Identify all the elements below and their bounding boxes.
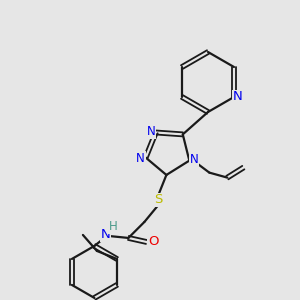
Text: N: N — [136, 152, 145, 165]
Text: S: S — [154, 194, 163, 206]
Text: O: O — [148, 236, 159, 248]
Text: N: N — [233, 91, 243, 103]
Text: N: N — [190, 153, 199, 166]
Text: N: N — [100, 228, 110, 242]
Text: N: N — [146, 125, 155, 138]
Text: H: H — [109, 220, 118, 233]
